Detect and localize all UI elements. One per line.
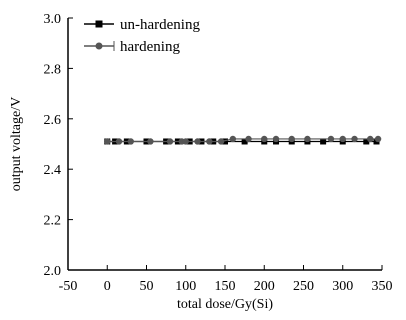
x-tick-label: 200 bbox=[254, 279, 275, 294]
x-tick-label: 0 bbox=[104, 279, 111, 294]
data-point bbox=[367, 135, 374, 143]
data-point bbox=[217, 138, 225, 145]
data-point bbox=[272, 135, 280, 143]
data-point bbox=[147, 138, 154, 145]
x-ticks: -50 0 50 100 150 200 250 300 350 bbox=[59, 265, 393, 294]
data-point bbox=[194, 138, 201, 145]
data-point bbox=[374, 135, 382, 143]
x-tick-label: 50 bbox=[140, 279, 154, 294]
data-point bbox=[241, 138, 248, 145]
y-tick-label: 2.6 bbox=[44, 113, 62, 128]
data-point bbox=[166, 138, 174, 145]
x-tick-label: 100 bbox=[175, 279, 196, 294]
legend-marker bbox=[95, 42, 103, 50]
data-point bbox=[115, 138, 123, 145]
y-tick-label: 3.0 bbox=[44, 12, 62, 27]
y-tick-label: 2.2 bbox=[44, 214, 62, 229]
data-point bbox=[182, 138, 189, 145]
data-point bbox=[363, 138, 370, 145]
data-point bbox=[351, 135, 358, 143]
y-tick-label: 2.4 bbox=[44, 163, 62, 178]
x-tick-label: 350 bbox=[372, 279, 393, 294]
x-tick-label: -50 bbox=[59, 279, 78, 294]
x-tick-label: 250 bbox=[293, 279, 314, 294]
series-layer bbox=[104, 135, 382, 145]
legend-label: hardening bbox=[120, 39, 180, 55]
data-point bbox=[104, 138, 111, 145]
data-point bbox=[229, 135, 237, 143]
legend: un-hardening hardening bbox=[84, 17, 200, 55]
x-tick-label: 300 bbox=[332, 279, 353, 294]
data-point bbox=[127, 138, 134, 145]
data-point bbox=[261, 135, 268, 143]
y-tick-label: 2.0 bbox=[44, 264, 62, 279]
legend-label: un-hardening bbox=[120, 17, 200, 33]
y-tick-label: 2.8 bbox=[44, 62, 62, 77]
legend-marker bbox=[95, 20, 103, 28]
x-tick-label: 150 bbox=[215, 279, 236, 294]
data-point bbox=[320, 138, 327, 145]
data-point bbox=[327, 135, 335, 143]
data-point bbox=[339, 135, 346, 143]
data-point bbox=[206, 138, 213, 145]
y-ticks: 2.0 2.2 2.4 2.6 2.8 3.0 bbox=[44, 12, 73, 279]
y-axis-label: output voltage/V bbox=[9, 97, 24, 192]
data-point bbox=[245, 135, 252, 143]
data-point bbox=[304, 135, 311, 143]
data-point bbox=[222, 138, 228, 145]
data-point bbox=[288, 135, 295, 143]
x-axis-label: total dose/Gy(Si) bbox=[177, 297, 273, 312]
